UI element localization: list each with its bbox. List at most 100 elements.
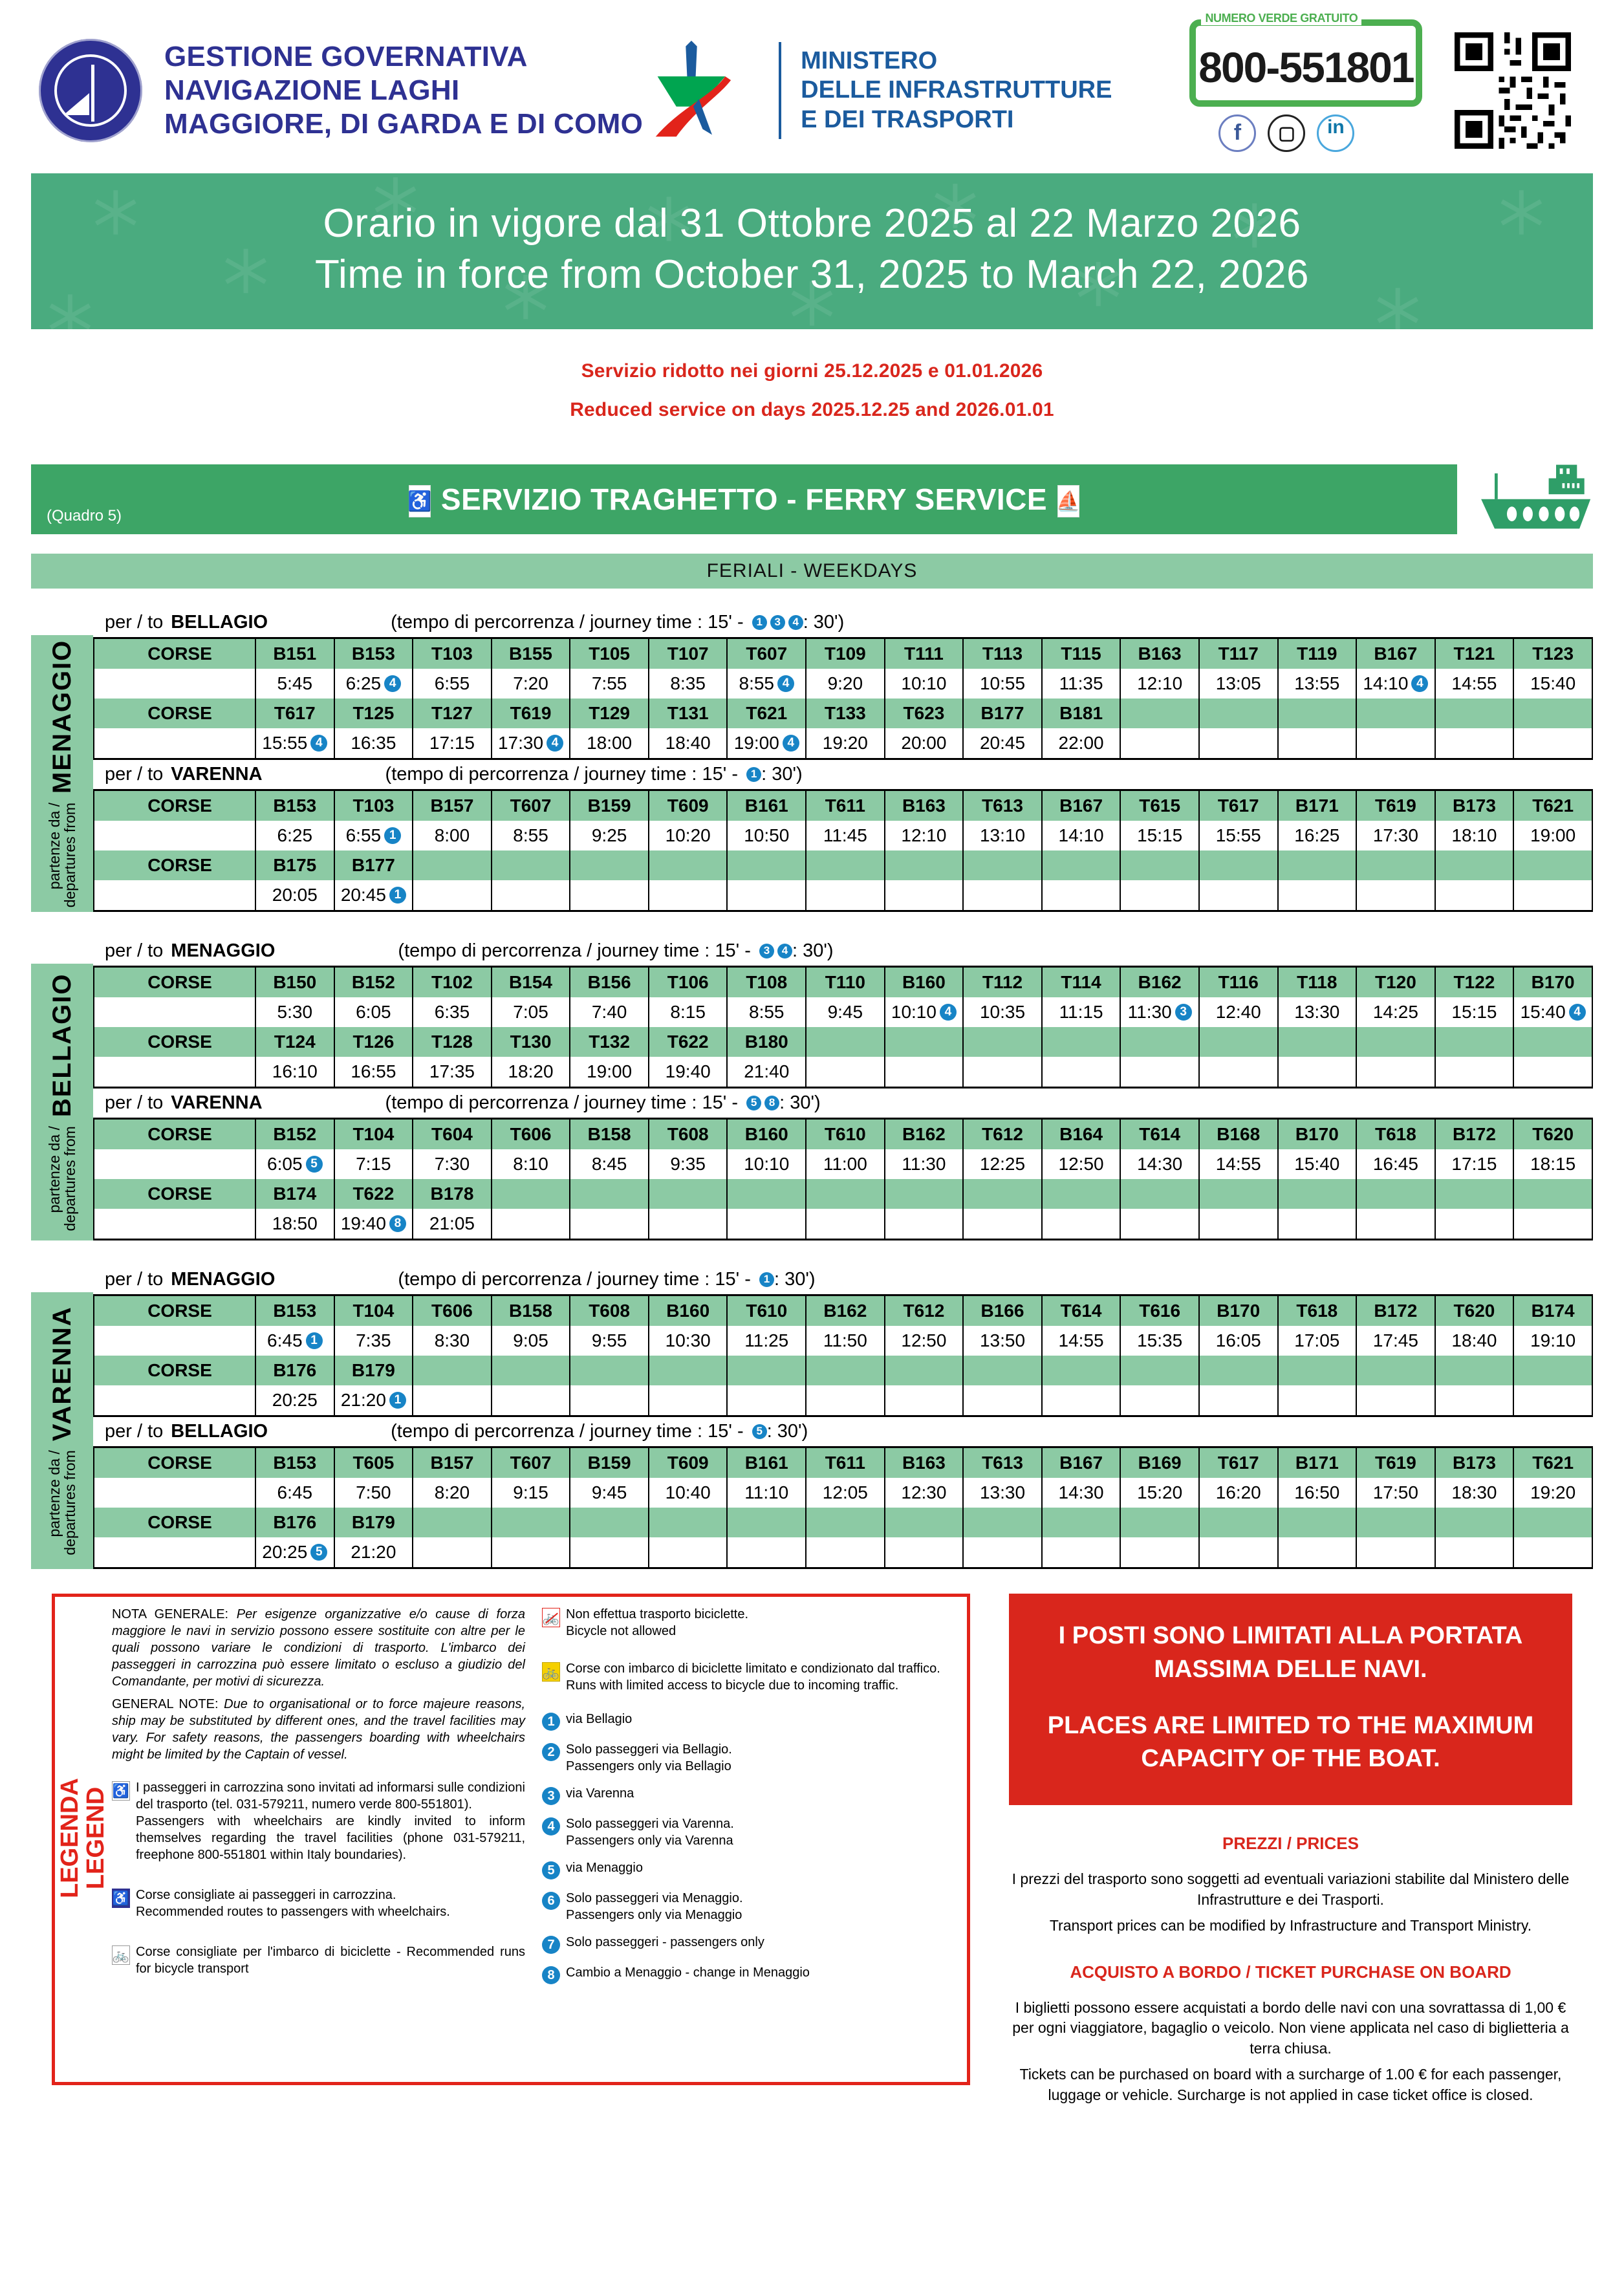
limited-bike-english: Runs with limited access to bicycle due … bbox=[566, 1678, 899, 1693]
run-code-cell: T620 bbox=[1513, 1120, 1593, 1150]
run-code-cell: T105 bbox=[569, 639, 649, 669]
departure-time-cell: 11:45 bbox=[805, 821, 885, 851]
timetable-table-wrapper: CORSE B153 T104 T606 B158 T608 B160 T610 B162 T61… bbox=[93, 1294, 1593, 1418]
time-row-label bbox=[93, 728, 256, 759]
run-code-cell: B172 bbox=[1434, 1120, 1515, 1150]
empty-cell bbox=[1198, 699, 1279, 729]
empty-cell bbox=[883, 1356, 964, 1386]
empty-cell bbox=[883, 1508, 964, 1538]
timetable-table-wrapper: CORSE B152 T104 T604 T606 B158 T608 B160 T610 B16… bbox=[93, 1118, 1593, 1241]
departure-time-cell: 9:05 bbox=[490, 1326, 571, 1356]
departure-time-cell: 11:15 bbox=[1041, 997, 1121, 1028]
social-links: f ▢ in bbox=[1151, 114, 1422, 162]
run-code-cell: B154 bbox=[490, 968, 571, 998]
empty-cell bbox=[1198, 1537, 1279, 1568]
empty-cell bbox=[1356, 1356, 1436, 1386]
run-code-cell: B167 bbox=[1041, 791, 1121, 821]
empty-cell bbox=[1356, 880, 1436, 911]
corse-label: CORSE bbox=[93, 1448, 256, 1478]
note-badge-5: 5 bbox=[746, 1095, 762, 1110]
departure-time-cell: 7:15 bbox=[333, 1149, 414, 1180]
note-badge-2: 2 bbox=[542, 1743, 560, 1762]
journey-time-note: (tempo di percorrenza / journey time : 1… bbox=[398, 940, 834, 962]
legend-note-text: via Varenna bbox=[566, 1786, 634, 1801]
run-code-cell: T130 bbox=[490, 1027, 571, 1057]
empty-cell bbox=[726, 1537, 807, 1568]
run-code-cell: T618 bbox=[1356, 1120, 1436, 1150]
run-code-cell: T607 bbox=[726, 639, 807, 669]
instagram-icon[interactable]: ▢ bbox=[1268, 114, 1306, 152]
run-code-cell: T114 bbox=[1041, 968, 1121, 998]
departure-time-cell: 11:10 bbox=[726, 1478, 807, 1508]
departure-time-cell: 7:35 bbox=[333, 1326, 414, 1356]
departure-time-cell: 14:55 bbox=[1041, 1326, 1121, 1356]
per-to-label: per / to bbox=[105, 1421, 164, 1442]
empty-cell bbox=[1513, 699, 1593, 729]
empty-cell bbox=[1041, 1057, 1121, 1087]
departure-time-cell: 8:55 4 bbox=[726, 669, 807, 699]
run-code-cell: T619 bbox=[1356, 1448, 1436, 1478]
empty-cell bbox=[1120, 1385, 1200, 1416]
table-row: CORSE B176 B179 bbox=[93, 1508, 1593, 1538]
empty-cell bbox=[1120, 728, 1200, 759]
general-note-it-label: NOTA GENERALE: bbox=[112, 1607, 229, 1622]
run-code-cell: B153 bbox=[255, 791, 335, 821]
empty-cell bbox=[1277, 1057, 1358, 1087]
departure-time-cell: 19:00 bbox=[569, 1057, 649, 1087]
departure-time-cell: 19:40 bbox=[647, 1057, 728, 1087]
table-row: CORSE B174 T622 B178 bbox=[93, 1179, 1593, 1209]
origin-name: MENAGGIO bbox=[47, 639, 76, 794]
departure-time-cell: 20:00 bbox=[883, 728, 964, 759]
table-row: CORSE T124 T126 T128 T130 T132 T622 B180 bbox=[93, 1027, 1593, 1057]
run-code-cell: B159 bbox=[569, 791, 649, 821]
run-code-cell: T609 bbox=[647, 1448, 728, 1478]
journey-time-note: (tempo di percorrenza / journey time : 1… bbox=[385, 1092, 821, 1114]
departure-time-cell: 20:45 1 bbox=[333, 880, 414, 911]
reduced-service-italian: Servizio ridotto nei giorni 25.12.2025 e… bbox=[581, 360, 1043, 382]
empty-cell bbox=[883, 880, 964, 911]
legend-note-text: Solo passeggeri - passengers only bbox=[566, 1935, 764, 1950]
limited-bike-italian: Corse con imbarco di biciclette limitato… bbox=[566, 1662, 940, 1676]
departure-time-cell: 9:20 bbox=[805, 669, 885, 699]
empty-cell bbox=[1198, 1027, 1279, 1057]
run-code-cell: T607 bbox=[490, 791, 571, 821]
run-code-cell: T621 bbox=[726, 699, 807, 729]
departure-time-cell: 11:00 bbox=[805, 1149, 885, 1180]
legend-note-text: Solo passeggeri via Varenna. Passengers o… bbox=[566, 1817, 734, 1848]
wheelchair-info-english: Passengers with wheelchairs are kindly i… bbox=[136, 1814, 525, 1863]
departure-time-cell: 13:05 bbox=[1198, 669, 1279, 699]
empty-cell bbox=[805, 880, 885, 911]
legend-numbered-item-8: 8 Cambio a Menaggio - change in Menaggio bbox=[542, 1964, 955, 1985]
empty-cell bbox=[726, 1356, 807, 1386]
run-code-cell: T608 bbox=[647, 1120, 728, 1150]
departure-time-cell: 6:45 1 bbox=[255, 1326, 335, 1356]
departure-time-cell: 18:10 bbox=[1434, 821, 1515, 851]
run-code-cell: T110 bbox=[805, 968, 885, 998]
run-code-cell: B161 bbox=[726, 1448, 807, 1478]
departure-time-cell: 7:20 bbox=[490, 669, 571, 699]
empty-cell bbox=[1434, 850, 1515, 881]
run-code-cell: T606 bbox=[412, 1296, 492, 1327]
empty-cell bbox=[647, 1356, 728, 1386]
empty-cell bbox=[805, 1057, 885, 1087]
run-code-cell: B167 bbox=[1041, 1448, 1121, 1478]
empty-cell bbox=[1356, 850, 1436, 881]
empty-cell bbox=[1434, 728, 1515, 759]
empty-cell bbox=[490, 880, 571, 911]
service-title-bar: (Quadro 5) ♿ SERVIZIO TRAGHETTO - FERRY S… bbox=[31, 464, 1457, 535]
facebook-icon[interactable]: f bbox=[1218, 114, 1257, 152]
empty-cell bbox=[805, 1537, 885, 1568]
empty-cell bbox=[1513, 1209, 1593, 1239]
departure-time-cell: 18:20 bbox=[490, 1057, 571, 1087]
reduced-service-note: Servizio ridotto nei giorni 25.12.2025 e… bbox=[0, 360, 1624, 421]
run-code-cell: T112 bbox=[962, 968, 1043, 998]
empty-cell bbox=[962, 850, 1043, 881]
linkedin-icon[interactable]: in bbox=[1317, 114, 1355, 152]
run-code-cell: T116 bbox=[1198, 968, 1279, 998]
departure-time-cell: 15:35 bbox=[1120, 1326, 1200, 1356]
per-to-label: per / to bbox=[105, 1092, 164, 1114]
empty-cell bbox=[1277, 728, 1358, 759]
service-header-row: (Quadro 5) ♿ SERVIZIO TRAGHETTO - FERRY S… bbox=[31, 460, 1593, 540]
run-code-cell: T611 bbox=[805, 1448, 885, 1478]
run-code-cell: B158 bbox=[490, 1296, 571, 1327]
